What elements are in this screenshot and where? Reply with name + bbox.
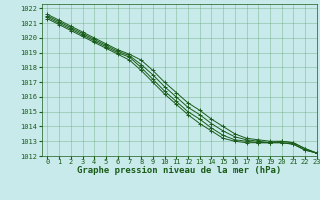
X-axis label: Graphe pression niveau de la mer (hPa): Graphe pression niveau de la mer (hPa) xyxy=(77,166,281,175)
